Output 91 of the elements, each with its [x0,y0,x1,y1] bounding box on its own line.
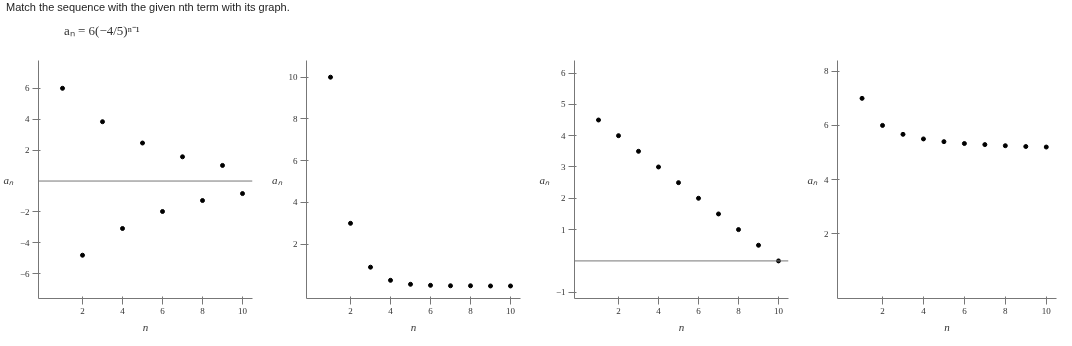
y-axis-title: aₙ [807,173,818,186]
point [368,264,373,270]
y-tick-label: 10 [288,72,298,83]
point [859,95,865,101]
x-tick-label: 8 [1003,305,1009,316]
y-tick-label: −6 [19,268,30,279]
y-tick-label: −4 [19,237,30,248]
chart-subtitle: aₙ = 6(−4/5)ⁿ⁻¹ [64,21,141,40]
y-tick-label: 6 [561,68,566,79]
point [941,139,947,145]
point [920,136,926,142]
y-tick-label: −2 [19,206,30,217]
point [140,140,145,146]
point [1002,143,1008,149]
x-tick-label: 2 [80,305,85,316]
x-tick-label: 10 [506,305,516,316]
y-tick-label: 2 [25,145,30,156]
x-tick-label: 2 [880,305,885,316]
point [508,283,513,289]
y-axis-title: aₙ [272,173,283,186]
y-tick-label: 2 [561,193,566,204]
point [328,74,333,80]
point [696,195,701,201]
point [488,283,493,289]
y-tick-label: 6 [293,155,298,166]
x-tick-label: 4 [921,305,927,316]
y-tick-label: 4 [293,197,298,208]
x-axis-title: n [410,320,417,333]
x-tick-label: 8 [736,305,742,316]
x-tick-label: 2 [616,305,621,316]
x-tick-label: 4 [388,305,394,316]
point [1043,144,1049,150]
point [448,283,453,289]
point [676,180,681,186]
point [120,225,125,231]
point [616,133,621,139]
point [756,242,761,248]
point [180,154,185,160]
y-tick-label: 5 [561,99,566,110]
point [80,252,85,258]
point [388,277,393,283]
y-tick-label: 4 [25,114,30,125]
y-tick-label: 6 [824,120,829,131]
y-tick-label: 8 [293,113,298,124]
point [880,122,886,128]
y-tick-label: 6 [25,83,30,94]
y-tick-label: 8 [824,66,829,77]
point [900,131,906,137]
x-tick-label: 6 [428,305,434,316]
x-tick-label: 8 [468,305,474,316]
point [408,281,413,287]
x-tick-label: 4 [120,305,126,316]
point [982,142,988,148]
point [636,148,641,154]
point [240,191,245,197]
y-tick-label: −1 [555,287,566,298]
y-tick-label: 2 [293,239,298,250]
y-axis-title: aₙ [539,173,550,186]
point [220,162,225,168]
point [716,211,721,217]
y-tick-label: 4 [561,130,566,141]
point [60,85,65,91]
point [160,208,165,214]
x-tick-label: 8 [200,305,206,316]
y-tick-label: 3 [561,161,566,172]
y-tick-label: 2 [824,228,829,239]
y-axis-title: aₙ [3,173,14,186]
x-axis-title: n [142,320,149,333]
point [200,198,205,204]
point [428,282,433,288]
x-tick-label: 6 [962,305,968,316]
x-tick-label: 6 [696,305,702,316]
point [736,227,741,233]
x-tick-label: 10 [774,305,784,316]
point [961,141,967,147]
x-axis-title: n [678,320,685,333]
point [348,220,353,226]
y-tick-label: 4 [824,174,829,185]
y-tick-label: 1 [561,224,566,235]
x-tick-label: 10 [238,305,248,316]
point [468,283,473,289]
x-tick-label: 4 [656,305,662,316]
x-tick-label: 6 [160,305,166,316]
x-tick-label: 2 [348,305,353,316]
x-axis-title: n [944,320,951,333]
chart-title: Match the sequence with the given nth term with its graph. [6,0,290,15]
x-tick-label: 10 [1041,305,1052,316]
point [1023,144,1029,149]
point [596,117,601,123]
point [656,164,661,170]
point [100,119,105,125]
